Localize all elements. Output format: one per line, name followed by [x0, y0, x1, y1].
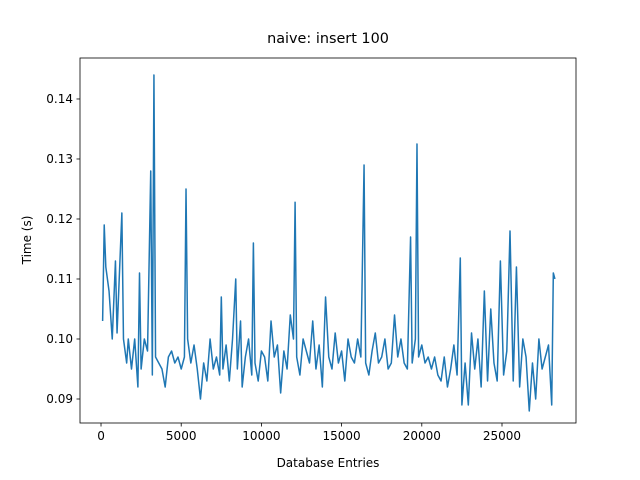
x-tick-label: 10000	[242, 429, 280, 443]
chart-title: naive: insert 100	[267, 31, 389, 47]
y-tick-label: 0.12	[46, 212, 73, 226]
y-tick-label: 0.13	[46, 152, 73, 166]
x-tick-label: 25000	[483, 429, 521, 443]
y-tick-label: 0.11	[46, 272, 73, 286]
plot-frame	[79, 57, 577, 424]
y-tick-label: 0.10	[46, 332, 73, 346]
x-tick-label: 0	[97, 429, 105, 443]
x-axis-label: Database Entries	[277, 456, 380, 470]
y-axis-label: Time (s)	[20, 216, 34, 266]
x-tick-label: 5000	[166, 429, 197, 443]
y-tick-label: 0.14	[46, 92, 73, 106]
data-line	[101, 74, 556, 412]
y-tick-label: 0.09	[46, 392, 73, 406]
x-tick-label: 15000	[323, 429, 361, 443]
x-tick-label: 20000	[403, 429, 441, 443]
